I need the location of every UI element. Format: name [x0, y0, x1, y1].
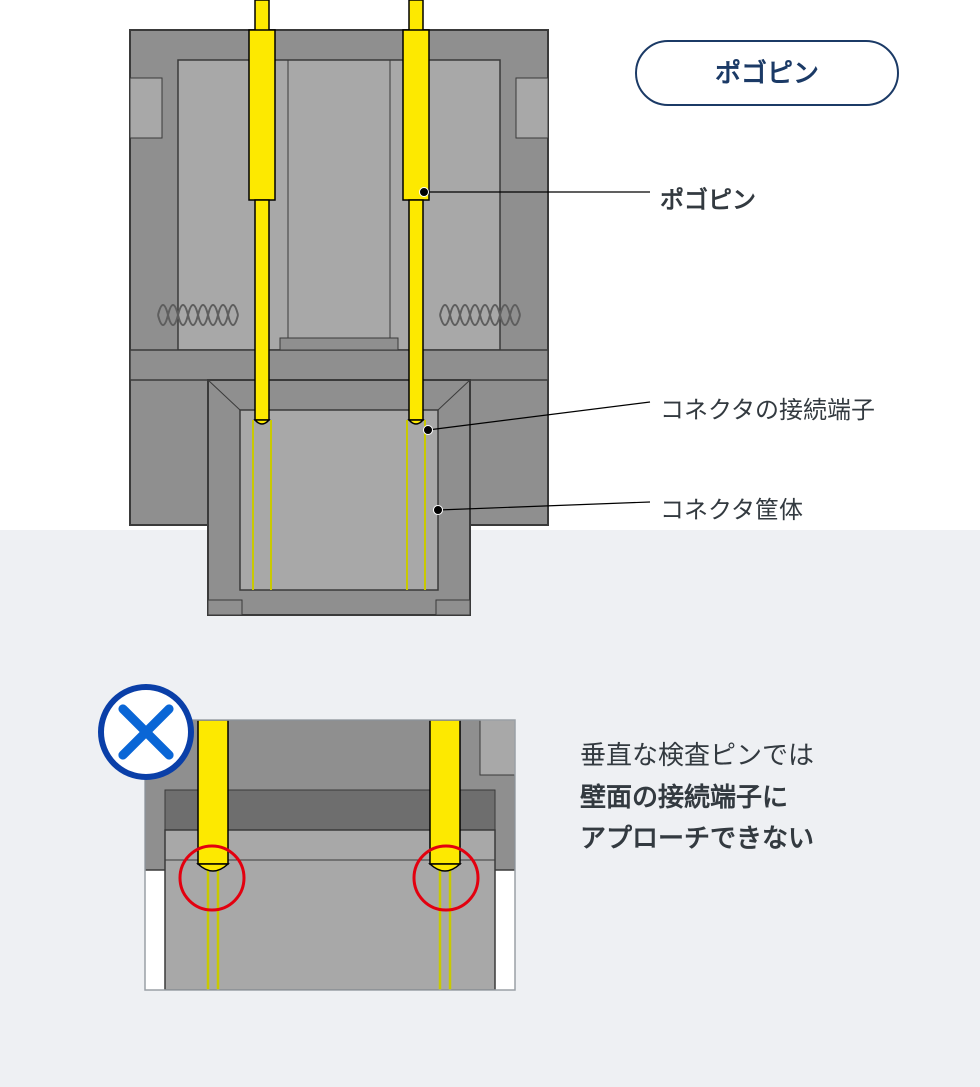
diagram-canvas — [0, 0, 980, 1087]
label-connector-terminal: コネクタの接続端子 — [660, 390, 875, 425]
title-badge: ポゴピン — [635, 40, 899, 106]
desc-line-1: 垂直な検査ピンでは — [580, 735, 814, 777]
label-pogo-pin: ポゴピン — [660, 180, 756, 215]
desc-line-2: 壁面の接続端子に — [580, 777, 814, 819]
x-mark-badge — [98, 684, 194, 780]
problem-description: 垂直な検査ピンでは 壁面の接続端子に アプローチできない — [580, 735, 814, 860]
label-connector-housing: コネクタ筐体 — [660, 490, 803, 525]
figure-pogo-pin-assembly — [130, 0, 548, 615]
desc-line-3: アプローチできない — [580, 818, 814, 860]
figure-zoom-problem — [145, 720, 515, 990]
